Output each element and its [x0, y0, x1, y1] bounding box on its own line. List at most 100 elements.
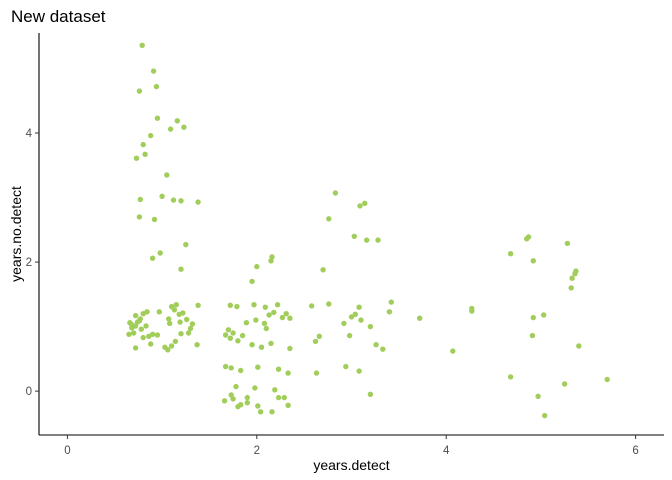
x-tick-label: 4: [443, 445, 450, 457]
data-point: [239, 332, 246, 339]
data-point: [154, 332, 161, 338]
data-point: [343, 363, 349, 370]
data-point: [164, 172, 170, 178]
data-point: [184, 316, 190, 323]
data-point: [148, 341, 154, 347]
data-point: [151, 216, 158, 223]
data-point: [357, 203, 363, 209]
data-point: [269, 409, 275, 415]
data-point: [230, 330, 236, 336]
data-point: [183, 241, 189, 248]
data-point: [132, 345, 139, 351]
data-point: [561, 381, 568, 387]
data-point: [157, 250, 163, 256]
data-point: [225, 327, 232, 333]
data-point: [261, 320, 268, 327]
data-point: [126, 331, 132, 337]
data-point: [178, 198, 184, 204]
data-point: [507, 374, 514, 380]
data-point: [138, 326, 144, 332]
data-point: [244, 394, 250, 401]
data-point: [604, 376, 610, 383]
data-point: [159, 193, 165, 199]
data-point: [136, 88, 143, 94]
data-point: [173, 302, 179, 308]
data-point: [309, 303, 315, 309]
data-point: [170, 197, 177, 203]
x-axis-title: years.detect: [313, 457, 389, 473]
y-tick-label: 0: [26, 386, 32, 398]
data-point: [255, 403, 261, 409]
data-point: [326, 216, 332, 222]
y-axis-ticks: 0 2 4: [26, 128, 39, 398]
data-point: [572, 271, 578, 277]
data-point: [283, 311, 289, 317]
data-point: [148, 132, 154, 139]
data-point: [530, 314, 536, 321]
data-point: [185, 330, 192, 336]
data-point: [178, 331, 184, 337]
data-point: [180, 310, 186, 316]
data-point: [507, 251, 514, 257]
data-point: [364, 237, 370, 243]
data-point: [356, 304, 362, 310]
data-point: [222, 332, 229, 338]
data-point: [221, 398, 228, 404]
data-point: [541, 312, 547, 318]
data-point: [281, 394, 287, 401]
data-point: [313, 370, 320, 376]
data-point: [285, 370, 291, 376]
data-point: [154, 115, 161, 121]
data-point: [142, 151, 148, 157]
data-point: [227, 302, 233, 308]
data-point: [131, 330, 137, 336]
data-point: [235, 403, 241, 410]
data-point: [140, 141, 146, 148]
data-point: [140, 334, 146, 341]
data-point: [275, 394, 282, 401]
data-point: [386, 309, 393, 315]
data-point: [569, 275, 575, 281]
data-point: [233, 383, 239, 390]
data-point: [576, 343, 582, 349]
data-point: [252, 385, 258, 391]
data-point: [258, 344, 265, 350]
y-tick-label: 4: [26, 128, 33, 140]
data-point: [316, 333, 322, 339]
x-tick-label: 2: [254, 445, 260, 457]
data-point: [177, 319, 183, 325]
data-point: [255, 364, 261, 370]
x-tick-label: 0: [64, 445, 70, 457]
data-point: [375, 237, 381, 243]
data-point: [150, 68, 157, 74]
data-point: [244, 400, 250, 406]
data-point: [367, 323, 374, 330]
data-point: [356, 368, 362, 374]
data-point: [234, 303, 240, 310]
data-point: [168, 343, 175, 349]
data-point: [230, 396, 236, 402]
data-point: [450, 348, 456, 354]
data-point: [271, 309, 277, 316]
y-axis-title: years.no.detect: [8, 186, 24, 282]
data-point: [266, 312, 272, 318]
data-point: [529, 332, 536, 339]
data-point: [172, 338, 179, 345]
data-point: [144, 309, 150, 315]
data-point: [222, 363, 229, 370]
data-point: [525, 234, 532, 240]
data-point: [249, 278, 255, 285]
data-point: [149, 255, 156, 261]
data-point: [568, 285, 574, 291]
data-point: [133, 155, 140, 161]
chart-title: New dataset: [11, 7, 106, 26]
data-point: [388, 299, 394, 305]
data-point: [195, 199, 201, 205]
data-point: [136, 318, 143, 324]
data-point: [132, 312, 139, 319]
data-point: [262, 304, 268, 310]
data-point: [153, 83, 160, 90]
data-point: [279, 314, 286, 321]
data-point: [243, 320, 250, 326]
